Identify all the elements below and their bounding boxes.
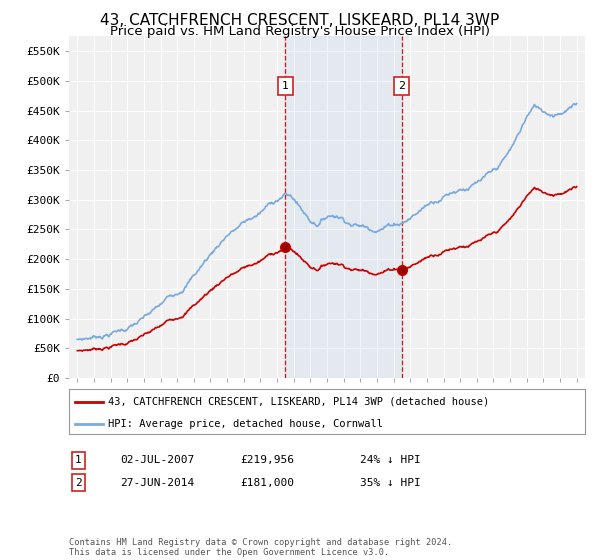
Text: 1: 1 — [282, 81, 289, 91]
Text: 43, CATCHFRENCH CRESCENT, LISKEARD, PL14 3WP: 43, CATCHFRENCH CRESCENT, LISKEARD, PL14… — [100, 13, 500, 28]
Text: HPI: Average price, detached house, Cornwall: HPI: Average price, detached house, Corn… — [108, 419, 383, 429]
Text: 2: 2 — [398, 81, 406, 91]
Text: Price paid vs. HM Land Registry's House Price Index (HPI): Price paid vs. HM Land Registry's House … — [110, 25, 490, 38]
Bar — [286, 36, 402, 378]
Text: 35% ↓ HPI: 35% ↓ HPI — [360, 478, 421, 488]
Text: £181,000: £181,000 — [240, 478, 294, 488]
Text: Contains HM Land Registry data © Crown copyright and database right 2024.
This d: Contains HM Land Registry data © Crown c… — [69, 538, 452, 557]
Text: 2: 2 — [75, 478, 82, 488]
Text: 24% ↓ HPI: 24% ↓ HPI — [360, 455, 421, 465]
Text: 43, CATCHFRENCH CRESCENT, LISKEARD, PL14 3WP (detached house): 43, CATCHFRENCH CRESCENT, LISKEARD, PL14… — [108, 396, 489, 407]
Text: £219,956: £219,956 — [240, 455, 294, 465]
Text: 27-JUN-2014: 27-JUN-2014 — [120, 478, 194, 488]
Text: 02-JUL-2007: 02-JUL-2007 — [120, 455, 194, 465]
Text: 1: 1 — [75, 455, 82, 465]
